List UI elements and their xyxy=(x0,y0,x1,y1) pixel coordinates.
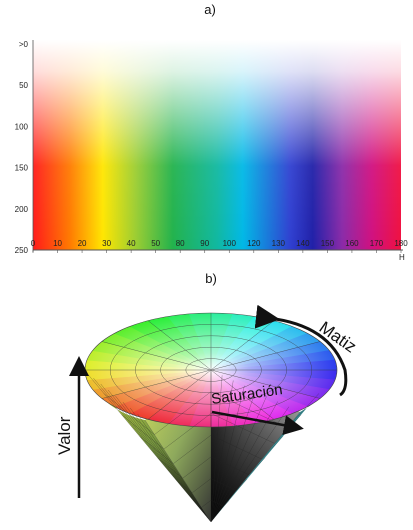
y-tick-label: >0 xyxy=(19,40,29,49)
cap-grid-spoke xyxy=(210,369,275,420)
x-tick-label: 50 xyxy=(151,239,160,248)
face-grid-line xyxy=(115,395,212,523)
saturacion-arrow xyxy=(211,410,304,436)
face-grid-line xyxy=(144,419,212,523)
face-grid-ring xyxy=(175,478,248,494)
x-tick-label: 100 xyxy=(223,239,237,248)
x-tick-label: 120 xyxy=(247,239,261,248)
x-tick-label: 130 xyxy=(272,239,286,248)
y-tick-label: 250 xyxy=(15,246,29,255)
face-grid-line xyxy=(210,380,234,523)
y-tick-group: >0 50 100 150 200 250 xyxy=(15,40,29,255)
face-grid-line xyxy=(100,383,212,523)
saturation-fade xyxy=(33,40,401,250)
face-grid-line xyxy=(137,413,212,523)
face-grid-line xyxy=(210,396,267,523)
x-tick-label: 0 xyxy=(31,239,36,248)
y-tick-label: 150 xyxy=(15,164,29,173)
cap-grid-spoke xyxy=(101,369,212,399)
x-tick-label: 30 xyxy=(102,239,111,248)
x-tick-label: 160 xyxy=(345,239,359,248)
valor-label: Valor xyxy=(55,416,74,455)
face-grid-ring xyxy=(139,434,284,464)
face-grid-ring xyxy=(193,500,230,508)
y-tick-label: 100 xyxy=(15,122,29,131)
cap-grid-spoke xyxy=(101,341,212,371)
x-tick-label: 40 xyxy=(127,239,136,248)
face-grid-line xyxy=(210,385,245,523)
x-tick-label: 140 xyxy=(296,239,310,248)
panel-b-label: b) xyxy=(205,271,217,286)
x-tick-label: 90 xyxy=(200,239,209,248)
x-tick-label: 10 xyxy=(53,239,62,248)
face-grid-line xyxy=(85,371,212,523)
cap-grid-spoke xyxy=(210,320,275,371)
y-tick-label: 50 xyxy=(19,81,28,90)
cap-grid-spoke xyxy=(147,320,212,371)
x-axis-label: H xyxy=(399,253,405,262)
cone-right-face xyxy=(211,372,337,522)
y-tick-label: 200 xyxy=(15,205,29,214)
x-tick-label: 180 xyxy=(394,239,408,248)
matiz-arc-arrow xyxy=(254,304,348,397)
hue-value-chart: 0 10 20 30 40 50 80 90 100 120 130 140 150 160 170 180 … xyxy=(15,40,408,262)
face-grid-ring xyxy=(157,456,266,479)
panel-a-label: a) xyxy=(204,2,216,17)
face-grid-line xyxy=(93,377,212,523)
x-tick-label: 150 xyxy=(321,239,335,248)
face-grid-line xyxy=(122,401,212,523)
cap-grid-spoke xyxy=(147,369,212,420)
face-grid-line xyxy=(210,390,256,523)
x-tick-label: 80 xyxy=(176,239,185,248)
cap-grid-spoke xyxy=(210,341,321,371)
x-tick-label: 20 xyxy=(78,239,87,248)
face-grid-line xyxy=(210,406,290,523)
face-grid-line xyxy=(210,375,223,523)
x-tick-label: 170 xyxy=(370,239,384,248)
x-tick-group: 0 10 20 30 40 50 80 90 100 120 130 140 150 160 170 180 xyxy=(31,239,408,253)
cap-grid-spoke xyxy=(210,369,321,399)
face-grid-line xyxy=(130,407,212,523)
